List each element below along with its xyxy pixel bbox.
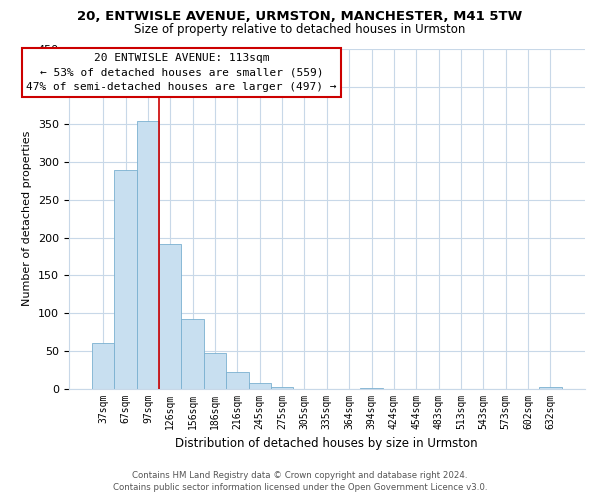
Bar bbox=[539, 387, 562, 388]
Text: 20 ENTWISLE AVENUE: 113sqm
← 53% of detached houses are smaller (559)
47% of sem: 20 ENTWISLE AVENUE: 113sqm ← 53% of deta… bbox=[26, 53, 337, 92]
Bar bbox=[159, 244, 181, 388]
Text: Contains HM Land Registry data © Crown copyright and database right 2024.
Contai: Contains HM Land Registry data © Crown c… bbox=[113, 471, 487, 492]
Bar bbox=[226, 372, 248, 388]
Bar bbox=[248, 382, 271, 388]
Bar bbox=[115, 170, 137, 388]
Text: Size of property relative to detached houses in Urmston: Size of property relative to detached ho… bbox=[134, 22, 466, 36]
Bar bbox=[181, 319, 204, 388]
Bar bbox=[137, 120, 159, 388]
Bar bbox=[271, 387, 293, 388]
Bar bbox=[204, 353, 226, 388]
Text: 20, ENTWISLE AVENUE, URMSTON, MANCHESTER, M41 5TW: 20, ENTWISLE AVENUE, URMSTON, MANCHESTER… bbox=[77, 10, 523, 23]
Bar bbox=[92, 344, 115, 388]
X-axis label: Distribution of detached houses by size in Urmston: Distribution of detached houses by size … bbox=[175, 437, 478, 450]
Y-axis label: Number of detached properties: Number of detached properties bbox=[22, 131, 32, 306]
